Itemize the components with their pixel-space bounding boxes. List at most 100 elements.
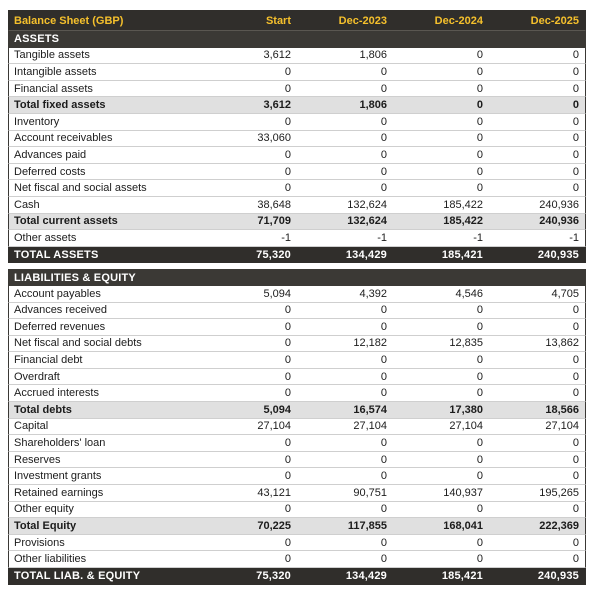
cell-value: 0 xyxy=(476,165,483,178)
table-row: Financial assets 0 0 0 0 xyxy=(8,80,586,98)
cell-value: 0 xyxy=(572,536,579,549)
cell-value: 0 xyxy=(476,553,483,566)
table-row: Investment grants 0 0 0 0 xyxy=(8,468,586,486)
cell-value: 0 xyxy=(284,182,291,195)
subtotal-row: Total fixed assets 3,612 1,806 0 0 xyxy=(8,97,586,114)
cell-value: -1 xyxy=(473,231,483,244)
cell-value: 0 xyxy=(572,354,579,367)
grand-total-row: TOTAL LIAB. & EQUITY 75,320 134,429 185,421… xyxy=(8,568,586,585)
cell-value: 117,855 xyxy=(347,520,387,533)
cell-value: 0 xyxy=(284,148,291,161)
cell-value: 16,574 xyxy=(353,403,387,416)
row-label: Capital xyxy=(14,420,49,433)
cell-value: 185,421 xyxy=(441,570,483,583)
cell-value: 240,936 xyxy=(539,215,579,228)
row-label: Total debts xyxy=(14,403,72,416)
cell-value: 12,182 xyxy=(353,337,387,350)
cell-value: 0 xyxy=(476,453,483,466)
cell-value: 27,104 xyxy=(449,420,483,433)
cell-value: 140,937 xyxy=(443,486,483,499)
table-row: Provisions 0 0 0 0 xyxy=(8,534,586,552)
column-header: Dec-2025 xyxy=(530,14,579,27)
section-header-row: LIABILITIES & EQUITY xyxy=(8,269,586,286)
table-row: Other liabilities 0 0 0 0 xyxy=(8,551,586,568)
cell-value: 0 xyxy=(380,182,387,195)
cell-value: 0 xyxy=(572,553,579,566)
cell-value: 0 xyxy=(572,453,579,466)
cell-value: 4,705 xyxy=(551,287,579,300)
column-header: Dec-2024 xyxy=(434,14,483,27)
cell-value: 240,935 xyxy=(537,249,579,262)
cell-value: 134,429 xyxy=(345,249,387,262)
row-label: Financial debt xyxy=(14,354,83,367)
cell-value: 0 xyxy=(380,503,387,516)
cell-value: 185,422 xyxy=(443,215,483,228)
row-label: Tangible assets xyxy=(14,49,90,62)
cell-value: 240,936 xyxy=(539,198,579,211)
cell-value: 0 xyxy=(572,182,579,195)
cell-value: 90,751 xyxy=(353,486,387,499)
section-gap xyxy=(8,263,586,270)
cell-value: 0 xyxy=(380,320,387,333)
cell-value: 0 xyxy=(476,65,483,78)
grand-total-label: TOTAL LIAB. & EQUITY xyxy=(14,570,141,583)
cell-value: 0 xyxy=(476,82,483,95)
row-label: Intangible assets xyxy=(14,65,97,78)
cell-value: 71,709 xyxy=(257,215,291,228)
cell-value: 0 xyxy=(476,132,483,145)
row-label: Investment grants xyxy=(14,470,102,483)
cell-value: 33,060 xyxy=(257,132,291,145)
table-row: Deferred revenues 0 0 0 0 xyxy=(8,319,586,336)
table-row: Advances received 0 0 0 0 xyxy=(8,302,586,320)
cell-value: 0 xyxy=(284,536,291,549)
cell-value: 0 xyxy=(572,132,579,145)
cell-value: 0 xyxy=(284,304,291,317)
cell-value: 168,041 xyxy=(443,520,483,533)
row-label: Provisions xyxy=(14,536,65,549)
cell-value: 43,121 xyxy=(257,486,291,499)
cell-value: 0 xyxy=(476,320,483,333)
cell-value: 0 xyxy=(380,304,387,317)
cell-value: 3,612 xyxy=(263,99,291,112)
table-header-row: Balance Sheet (GBP) Start Dec-2023 Dec-202… xyxy=(8,10,586,31)
cell-value: 27,104 xyxy=(257,420,291,433)
cell-value: 0 xyxy=(284,337,291,350)
cell-value: 185,422 xyxy=(443,198,483,211)
row-label: Other assets xyxy=(14,231,77,244)
cell-value: 75,320 xyxy=(256,570,291,583)
cell-value: 0 xyxy=(572,370,579,383)
cell-value: 0 xyxy=(380,148,387,161)
row-label: Net fiscal and social debts xyxy=(14,337,142,350)
cell-value: 0 xyxy=(476,99,483,112)
table-row: Advances paid 0 0 0 0 xyxy=(8,147,586,164)
cell-value: 0 xyxy=(284,437,291,450)
cell-value: 0 xyxy=(476,148,483,161)
cell-value: 0 xyxy=(380,115,387,128)
table-row: Intangible assets 0 0 0 0 xyxy=(8,64,586,81)
cell-value: -1 xyxy=(281,231,291,244)
cell-value: 0 xyxy=(476,354,483,367)
cell-value: 0 xyxy=(284,165,291,178)
table-row: Other assets -1 -1 -1 -1 xyxy=(8,230,586,247)
cell-value: 0 xyxy=(380,132,387,145)
column-header: Start xyxy=(265,14,291,27)
cell-value: 0 xyxy=(572,470,579,483)
cell-value: 0 xyxy=(380,354,387,367)
row-label: Net fiscal and social assets xyxy=(14,182,147,195)
cell-value: 0 xyxy=(380,470,387,483)
cell-value: 0 xyxy=(572,82,579,95)
column-header: Dec-2023 xyxy=(338,14,387,27)
cell-value: 0 xyxy=(476,370,483,383)
row-label: Advances paid xyxy=(14,148,87,161)
subtotal-row: Total Equity 70,225 117,855 168,041 222,369 xyxy=(8,518,586,535)
row-label: Shareholders' loan xyxy=(14,437,106,450)
row-label: Other liabilities xyxy=(14,553,87,566)
cell-value: 0 xyxy=(572,304,579,317)
cell-value: 3,612 xyxy=(263,49,291,62)
table-row: Retained earnings 43,121 90,751 140,937 195,… xyxy=(8,485,586,502)
cell-value: 17,380 xyxy=(449,403,483,416)
cell-value: 27,104 xyxy=(545,420,579,433)
row-label: Financial assets xyxy=(14,82,93,95)
table-row: Reserves 0 0 0 0 xyxy=(8,451,586,469)
cell-value: 132,624 xyxy=(347,215,387,228)
